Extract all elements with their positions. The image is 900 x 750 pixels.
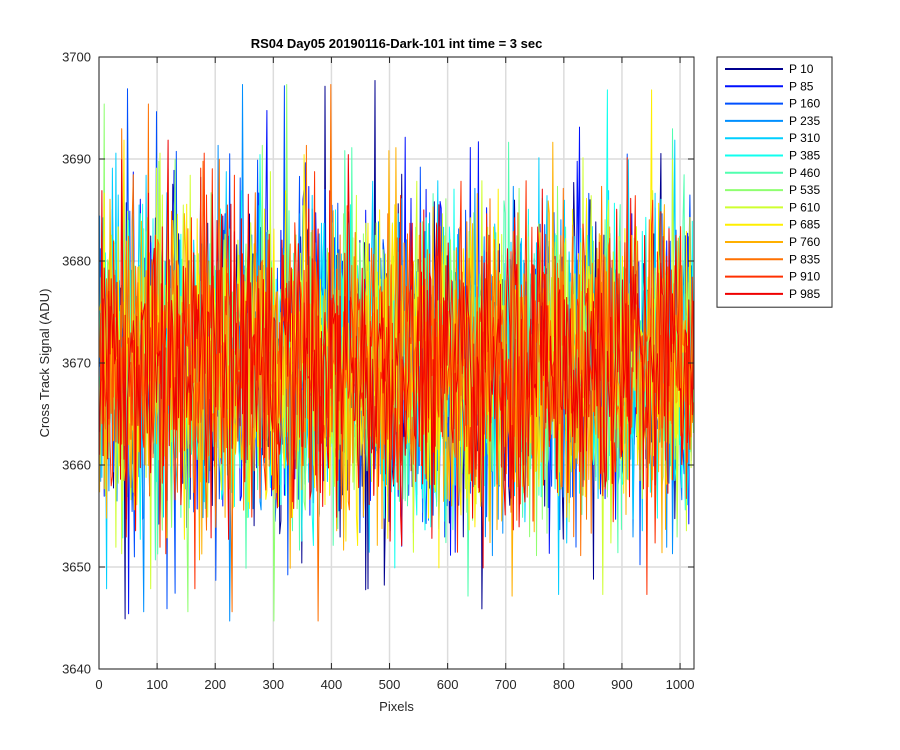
y-tick-label: 3660	[62, 458, 91, 473]
y-tick-label: 3650	[62, 560, 91, 575]
x-tick-label: 100	[146, 677, 168, 692]
x-tick-label: 500	[379, 677, 401, 692]
x-tick-label: 200	[204, 677, 226, 692]
legend-label: P 910	[789, 270, 820, 284]
x-tick-label: 400	[321, 677, 343, 692]
ticks: 0 100 200 300 400 500 600 700 800 900 1000 3640 3650…	[62, 50, 694, 693]
legend-label: P 835	[789, 252, 820, 266]
series-layer	[99, 80, 694, 622]
legend-label: P 760	[789, 235, 820, 249]
y-tick-label: 3700	[62, 50, 91, 65]
y-tick-label: 3670	[62, 356, 91, 371]
legend-box	[716, 56, 833, 308]
series-line-p985	[99, 139, 694, 569]
x-tick-label: 0	[95, 677, 102, 692]
y-tick-label: 3690	[62, 152, 91, 167]
y-tick-label: 3640	[62, 662, 91, 677]
legend-label: P 310	[789, 131, 820, 145]
legend-label: P 610	[789, 200, 820, 214]
legend-label: P 10	[789, 62, 814, 76]
y-axis-label: Cross Track Signal (ADU)	[37, 289, 52, 438]
legend-label: P 460	[789, 166, 820, 180]
legend-label: P 685	[789, 218, 820, 232]
x-axis-label: Pixels	[379, 699, 414, 714]
y-tick-label: 3680	[62, 254, 91, 269]
legend-label: P 85	[789, 79, 814, 93]
x-tick-label: 1000	[666, 677, 695, 692]
legend-label: P 535	[789, 183, 820, 197]
x-tick-label: 600	[437, 677, 459, 692]
x-tick-label: 900	[611, 677, 633, 692]
legend: P 10 P 85 P 160 P 235 P 310 P 385 P 460 P 535 P …	[716, 56, 833, 308]
series-line-p910	[99, 152, 694, 595]
legend-label: P 160	[789, 97, 820, 111]
legend-label: P 985	[789, 287, 820, 301]
x-tick-label: 700	[495, 677, 517, 692]
x-tick-label: 800	[553, 677, 575, 692]
legend-label: P 385	[789, 149, 820, 163]
legend-label: P 235	[789, 114, 820, 128]
chart-title: RS04 Day05 20190116-Dark-101 int time = …	[251, 36, 543, 51]
x-tick-label: 300	[262, 677, 284, 692]
